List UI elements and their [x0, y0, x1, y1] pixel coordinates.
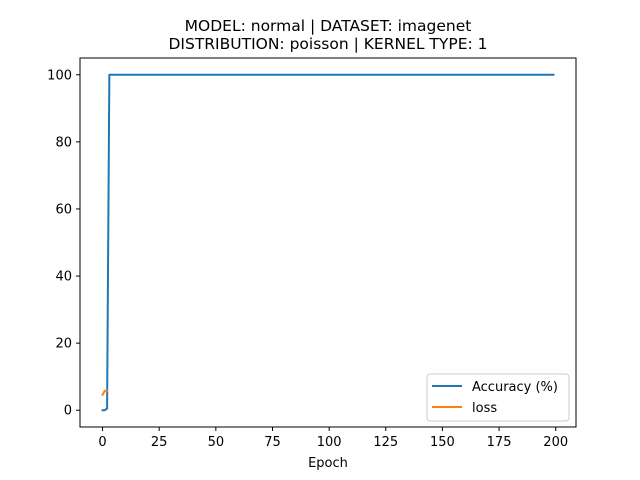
series-line-accuracy	[101, 73, 555, 412]
y-tick-label: 100	[47, 68, 72, 83]
x-tick-label: 200	[543, 435, 568, 450]
x-axis-ticks: 0 25 50 75 100 125 150 175 200	[98, 427, 568, 450]
legend-label-loss: loss	[472, 401, 497, 416]
chart-title-line1: MODEL: normal | DATASET: imagenet	[185, 17, 472, 35]
x-axis-label: Epoch	[308, 456, 348, 471]
legend-box	[426, 373, 570, 422]
x-tick-label: 150	[430, 435, 455, 450]
x-tick-label: 125	[373, 435, 398, 450]
legend: Accuracy (%) loss	[426, 373, 570, 422]
y-tick-label: 40	[55, 270, 72, 285]
y-tick-label: 0	[64, 404, 72, 419]
legend-label-accuracy: Accuracy (%)	[472, 380, 558, 395]
plot-frame	[79, 57, 577, 428]
chart-title-line2: DISTRIBUTION: poisson | KERNEL TYPE: 1	[168, 35, 487, 53]
x-tick-label: 0	[98, 435, 106, 450]
x-tick-label: 25	[151, 435, 168, 450]
x-tick-label: 75	[264, 435, 281, 450]
y-tick-label: 20	[55, 337, 72, 352]
x-tick-label: 100	[317, 435, 342, 450]
x-tick-label: 175	[487, 435, 512, 450]
y-tick-label: 80	[55, 135, 72, 150]
series-layer	[101, 73, 555, 412]
x-tick-label: 50	[208, 435, 225, 450]
y-axis-ticks: 0 20 40 60 80 100	[47, 68, 80, 419]
series-line-loss	[101, 389, 109, 397]
y-tick-label: 60	[55, 202, 72, 217]
